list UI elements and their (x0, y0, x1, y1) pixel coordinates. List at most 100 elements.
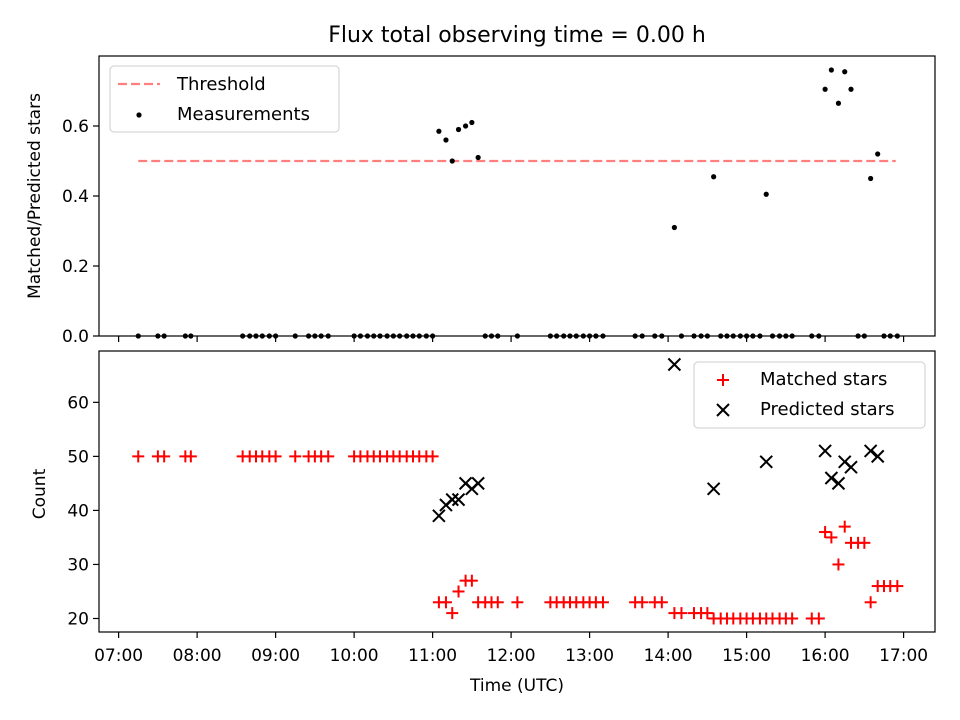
predicted-star-point (844, 460, 858, 474)
ratio-legend: Threshold Measurements (109, 65, 340, 133)
chart-title: Flux total observing time = 0.00 h (328, 23, 706, 48)
matched-star-point (184, 450, 197, 463)
count-panel-frame (98, 350, 936, 633)
measurement-point (462, 123, 469, 129)
predicted-star-point (667, 357, 682, 372)
measurement-point (835, 100, 842, 106)
predicted-star-point (471, 476, 485, 491)
matched-star-point (132, 450, 145, 463)
predicted-star-point (432, 509, 446, 523)
measurement-point (443, 137, 449, 143)
measurement-point (449, 158, 455, 164)
legend-matched-label: Matched stars (760, 369, 887, 390)
legend-measurements-label: Measurements (177, 104, 310, 125)
matched-star-point (322, 450, 335, 463)
matched-star-point (786, 612, 799, 625)
count-y-tick-label: 40 (67, 501, 89, 521)
ratio-y-tick-label: 0.4 (62, 187, 89, 207)
matched-star-point (701, 607, 714, 620)
measurement-point (875, 151, 881, 157)
predicted-star-point (831, 476, 846, 491)
matched-star-point (838, 520, 851, 533)
predicted-star-point (445, 492, 459, 507)
measurement-point (671, 224, 677, 231)
measurement-point (763, 191, 769, 197)
matched-star-point (491, 596, 504, 609)
count-x-tick-label: 12:00 (487, 646, 536, 666)
matched-star-point (812, 612, 825, 625)
measurement-point (711, 174, 717, 180)
ratio-legend-box (109, 65, 340, 133)
matched-star-point (426, 450, 439, 463)
matched-star-point (832, 558, 845, 571)
x-axis-label: Time (UTC) (469, 676, 564, 696)
count-y-tick-label: 20 (67, 609, 89, 629)
measurement-point (436, 128, 442, 134)
matched-star-point (596, 596, 609, 609)
count-x-tick-label: 15:00 (722, 646, 771, 666)
count-x-tick-label: 08:00 (173, 646, 222, 666)
count-x-tick-label: 13:00 (565, 646, 614, 666)
predicted-star-point (863, 444, 878, 458)
count-x-ticks: 07:00 08:00 09:00 10:00 11:00 12:00 13:00 14:00… (94, 632, 928, 666)
matched-star-point (511, 596, 524, 609)
count-x-tick-label: 17:00 (879, 646, 928, 666)
measurement-point (868, 175, 874, 182)
ratio-panel: 0.0 0.2 0.4 0.6 Matched/Predicted stars Thr… (25, 55, 936, 347)
count-x-tick-label: 14:00 (644, 646, 693, 666)
matched-star-point (655, 596, 668, 609)
measurement-point (842, 69, 848, 75)
matched-star-point (446, 607, 459, 620)
matched-stars-points (132, 450, 904, 625)
legend-predicted-swatch (716, 403, 730, 417)
matched-star-point (864, 596, 877, 609)
count-legend-box (693, 361, 926, 429)
matched-star-point (158, 450, 171, 463)
matched-star-point (269, 450, 282, 463)
measurement-point (455, 126, 462, 133)
matched-star-point (289, 450, 302, 463)
measurement-point (822, 86, 828, 92)
count-y-tick-label: 50 (67, 447, 89, 467)
matched-star-point (825, 531, 838, 544)
predicted-star-point (818, 444, 832, 458)
matched-star-point (891, 580, 904, 593)
ratio-y-ticks: 0.0 0.2 0.4 0.6 (62, 117, 99, 347)
predicted-star-point (870, 449, 885, 464)
matched-star-point (675, 607, 688, 620)
count-x-tick-label: 07:00 (94, 646, 143, 666)
count-x-tick-label: 10:00 (330, 646, 379, 666)
matched-star-point (858, 536, 871, 549)
count-y-axis-label: Count (30, 468, 50, 519)
predicted-stars-points (432, 357, 885, 523)
ratio-y-tick-label: 0.2 (62, 257, 89, 277)
legend-predicted-label: Predicted stars (760, 399, 894, 420)
matched-star-point (452, 585, 465, 598)
count-x-tick-label: 09:00 (251, 646, 300, 666)
measurement-point (828, 67, 834, 73)
matched-star-point (636, 596, 649, 609)
count-panel: 20 30 40 50 60 07:00 08:00 09:00 10:00 11:00 12:0… (30, 350, 936, 696)
measurement-point (848, 86, 854, 92)
predicted-star-point (706, 482, 721, 496)
legend-threshold-label: Threshold (176, 74, 266, 95)
count-y-tick-label: 30 (67, 555, 89, 575)
count-x-tick-label: 16:00 (801, 646, 850, 666)
count-x-tick-label: 11:00 (408, 646, 457, 666)
matched-star-point (465, 574, 478, 587)
matched-star-point (819, 526, 832, 539)
ratio-y-axis-label: Matched/Predicted stars (25, 93, 45, 299)
legend-measurements-swatch (136, 112, 142, 118)
measurement-point (469, 119, 475, 126)
ratio-y-tick-label: 0.0 (62, 327, 89, 347)
count-y-tick-label: 60 (67, 393, 89, 413)
matched-star-point (439, 596, 452, 609)
predicted-star-point (451, 492, 466, 507)
legend-matched-swatch (717, 374, 729, 386)
predicted-star-point (824, 471, 839, 485)
predicted-star-point (759, 455, 773, 469)
ratio-y-tick-label: 0.6 (62, 117, 89, 137)
count-y-ticks: 20 30 40 50 60 (67, 393, 99, 629)
count-legend: Matched stars Predicted stars (693, 361, 926, 429)
